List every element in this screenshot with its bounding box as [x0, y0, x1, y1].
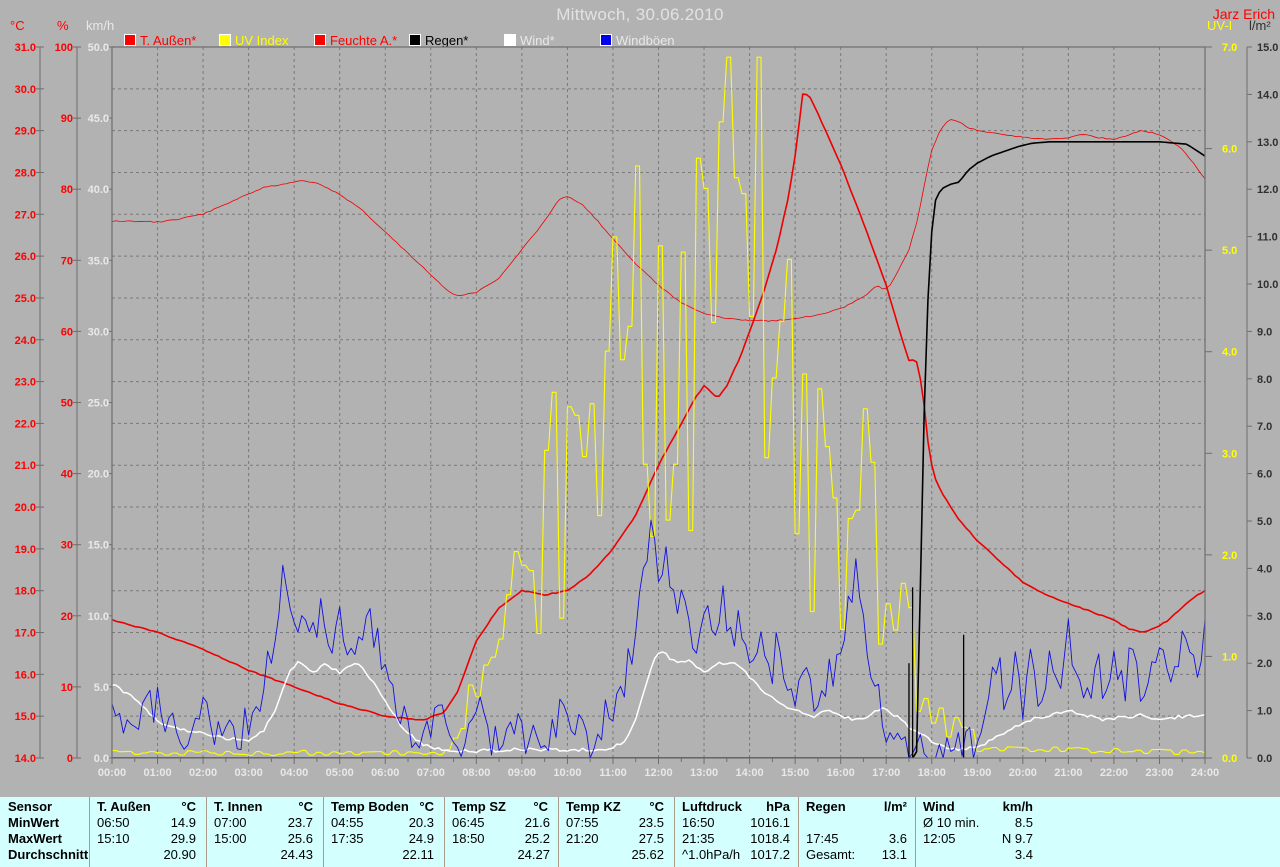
svg-text:5.0: 5.0 [1257, 516, 1272, 528]
svg-text:29.0: 29.0 [15, 126, 36, 138]
svg-text:8.0: 8.0 [1257, 374, 1272, 386]
svg-text:24.0: 24.0 [15, 335, 36, 347]
svg-text:00:00: 00:00 [98, 767, 126, 779]
svg-text:27.0: 27.0 [15, 209, 36, 221]
svg-text:10.0: 10.0 [1257, 279, 1278, 291]
svg-text:25.0: 25.0 [15, 293, 36, 305]
svg-text:70: 70 [61, 255, 73, 267]
svg-text:0.0: 0.0 [94, 753, 109, 765]
svg-text:6.0: 6.0 [1222, 144, 1237, 156]
svg-text:80: 80 [61, 184, 73, 196]
svg-text:12.0: 12.0 [1257, 184, 1278, 196]
svg-text:30: 30 [61, 540, 73, 552]
svg-text:04:00: 04:00 [280, 767, 308, 779]
svg-text:11.0: 11.0 [1257, 232, 1278, 244]
svg-text:15.0: 15.0 [15, 711, 36, 723]
svg-text:07:00: 07:00 [417, 767, 445, 779]
svg-text:2.0: 2.0 [1257, 658, 1272, 670]
svg-text:4.0: 4.0 [1222, 347, 1237, 359]
svg-text:0.0: 0.0 [1257, 753, 1272, 765]
svg-text:50: 50 [61, 398, 73, 410]
svg-text:19.0: 19.0 [15, 544, 36, 556]
svg-text:3.0: 3.0 [1222, 448, 1237, 460]
svg-text:20: 20 [61, 611, 73, 623]
svg-text:30.0: 30.0 [15, 84, 36, 96]
svg-text:0.0: 0.0 [1222, 753, 1237, 765]
svg-text:23.0: 23.0 [15, 377, 36, 389]
svg-text:15.0: 15.0 [1257, 42, 1278, 54]
svg-text:18.0: 18.0 [15, 586, 36, 598]
svg-text:02:00: 02:00 [189, 767, 217, 779]
svg-text:23:00: 23:00 [1145, 767, 1173, 779]
svg-text:4.0: 4.0 [1257, 563, 1272, 575]
svg-text:26.0: 26.0 [15, 251, 36, 263]
svg-text:15.0: 15.0 [88, 540, 109, 552]
svg-text:1.0: 1.0 [1222, 651, 1237, 663]
svg-text:45.0: 45.0 [88, 113, 109, 125]
svg-text:7.0: 7.0 [1257, 421, 1272, 433]
svg-text:0: 0 [67, 753, 73, 765]
svg-text:7.0: 7.0 [1222, 42, 1237, 54]
svg-text:20.0: 20.0 [15, 502, 36, 514]
svg-text:40: 40 [61, 469, 73, 481]
svg-text:28.0: 28.0 [15, 167, 36, 179]
svg-text:11:00: 11:00 [599, 767, 627, 779]
svg-text:16.0: 16.0 [15, 669, 36, 681]
svg-text:1.0: 1.0 [1257, 706, 1272, 718]
svg-text:13:00: 13:00 [690, 767, 718, 779]
svg-text:01:00: 01:00 [143, 767, 171, 779]
svg-text:21.0: 21.0 [15, 460, 36, 472]
svg-text:05:00: 05:00 [326, 767, 354, 779]
svg-text:40.0: 40.0 [88, 184, 109, 196]
svg-text:5.0: 5.0 [94, 682, 109, 694]
svg-text:21:00: 21:00 [1054, 767, 1082, 779]
svg-text:9.0: 9.0 [1257, 326, 1272, 338]
svg-text:12:00: 12:00 [644, 767, 672, 779]
svg-text:25.0: 25.0 [88, 398, 109, 410]
svg-text:60: 60 [61, 326, 73, 338]
svg-text:30.0: 30.0 [88, 326, 109, 338]
svg-text:19:00: 19:00 [963, 767, 991, 779]
svg-text:03:00: 03:00 [235, 767, 263, 779]
svg-text:17.0: 17.0 [15, 628, 36, 640]
svg-text:14.0: 14.0 [15, 753, 36, 765]
svg-text:17:00: 17:00 [872, 767, 900, 779]
svg-text:14:00: 14:00 [736, 767, 764, 779]
svg-text:10:00: 10:00 [553, 767, 581, 779]
svg-text:20:00: 20:00 [1009, 767, 1037, 779]
svg-text:6.0: 6.0 [1257, 469, 1272, 481]
svg-text:06:00: 06:00 [371, 767, 399, 779]
svg-text:10: 10 [61, 682, 73, 694]
svg-text:5.0: 5.0 [1222, 245, 1237, 257]
svg-text:24:00: 24:00 [1191, 767, 1219, 779]
svg-text:14.0: 14.0 [1257, 89, 1278, 101]
svg-text:20.0: 20.0 [88, 469, 109, 481]
svg-text:09:00: 09:00 [508, 767, 536, 779]
svg-text:31.0: 31.0 [15, 42, 36, 54]
svg-text:08:00: 08:00 [462, 767, 490, 779]
svg-text:10.0: 10.0 [88, 611, 109, 623]
svg-text:22.0: 22.0 [15, 418, 36, 430]
svg-text:22:00: 22:00 [1100, 767, 1128, 779]
svg-text:90: 90 [61, 113, 73, 125]
svg-text:18:00: 18:00 [918, 767, 946, 779]
svg-text:15:00: 15:00 [781, 767, 809, 779]
svg-text:16:00: 16:00 [827, 767, 855, 779]
svg-text:3.0: 3.0 [1257, 611, 1272, 623]
svg-text:100: 100 [55, 42, 73, 54]
svg-text:2.0: 2.0 [1222, 550, 1237, 562]
svg-text:50.0: 50.0 [88, 42, 109, 54]
svg-text:35.0: 35.0 [88, 255, 109, 267]
svg-text:13.0: 13.0 [1257, 137, 1278, 149]
